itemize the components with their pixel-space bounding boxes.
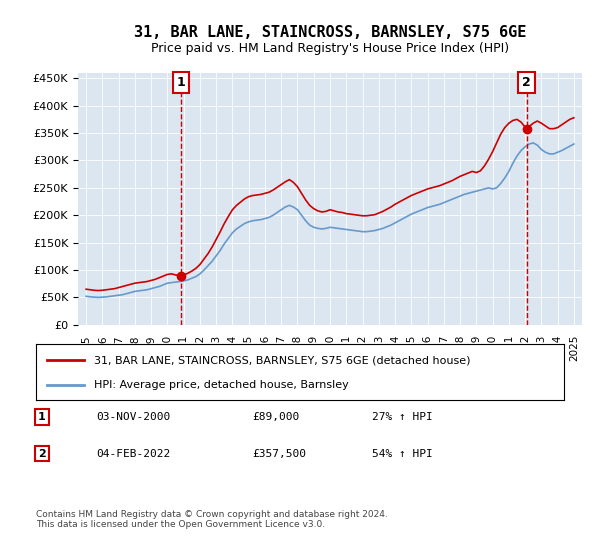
Text: 1: 1 bbox=[177, 76, 185, 89]
Text: 54% ↑ HPI: 54% ↑ HPI bbox=[372, 449, 433, 459]
Text: £357,500: £357,500 bbox=[252, 449, 306, 459]
Text: 27% ↑ HPI: 27% ↑ HPI bbox=[372, 412, 433, 422]
Text: Contains HM Land Registry data © Crown copyright and database right 2024.
This d: Contains HM Land Registry data © Crown c… bbox=[36, 510, 388, 529]
Text: 31, BAR LANE, STAINCROSS, BARNSLEY, S75 6GE (detached house): 31, BAR LANE, STAINCROSS, BARNSLEY, S75 … bbox=[94, 355, 470, 365]
Text: 2: 2 bbox=[522, 76, 531, 89]
Text: 03-NOV-2000: 03-NOV-2000 bbox=[96, 412, 170, 422]
Text: 2: 2 bbox=[38, 449, 46, 459]
Text: Price paid vs. HM Land Registry's House Price Index (HPI): Price paid vs. HM Land Registry's House … bbox=[151, 42, 509, 55]
Text: 31, BAR LANE, STAINCROSS, BARNSLEY, S75 6GE: 31, BAR LANE, STAINCROSS, BARNSLEY, S75 … bbox=[134, 25, 526, 40]
Text: £89,000: £89,000 bbox=[252, 412, 299, 422]
Text: HPI: Average price, detached house, Barnsley: HPI: Average price, detached house, Barn… bbox=[94, 380, 349, 390]
Text: 04-FEB-2022: 04-FEB-2022 bbox=[96, 449, 170, 459]
Text: 1: 1 bbox=[38, 412, 46, 422]
